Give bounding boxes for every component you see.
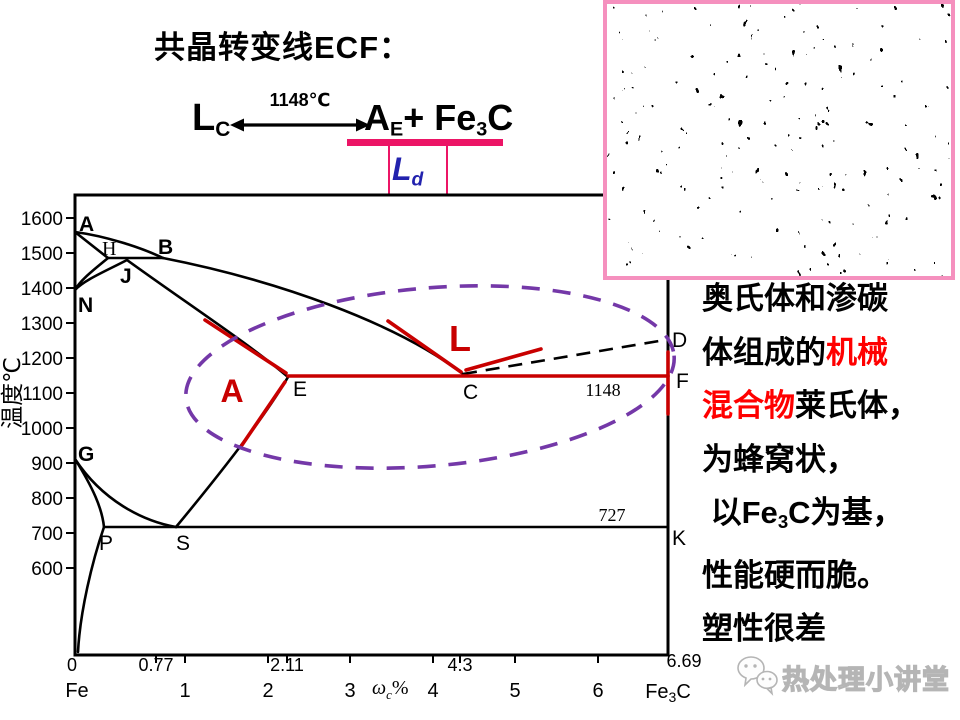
svg-text:Fe: Fe xyxy=(65,680,88,702)
svg-text:1600: 1600 xyxy=(21,209,63,230)
svg-text:4.3: 4.3 xyxy=(447,655,472,675)
point-label-E: E xyxy=(293,378,307,401)
point-label-H: H xyxy=(102,238,116,260)
explanation-line-7: 塑性很差 xyxy=(702,611,826,647)
y-axis-tick-labels: 1600 1500 1400 1300 1200 1100 1000 900 8… xyxy=(21,209,63,580)
svg-text:5: 5 xyxy=(509,680,520,702)
ld-bracket-left xyxy=(388,146,390,196)
svg-text:1200: 1200 xyxy=(21,349,63,370)
explanation-line-4: 为蜂窝状， xyxy=(702,441,857,477)
cd-dashed-line xyxy=(462,338,666,376)
point-label-G: G xyxy=(78,443,94,466)
ld-bracket-right xyxy=(446,146,448,196)
explanation-line-3: 混合物莱氏体， xyxy=(702,388,919,423)
svg-text:0.77: 0.77 xyxy=(138,655,173,675)
explanation-text: 奥氏体和渗碳 体组成的机械 混合物莱氏体， 为蜂窝状， 以Fe3C为基， 性能硬… xyxy=(702,272,958,656)
x-axis-title: ωc% xyxy=(372,677,409,702)
svg-text:0: 0 xyxy=(67,655,77,675)
y-axis-title: 温度℃ xyxy=(0,357,25,429)
explanation-line-1: 奥氏体和渗碳 xyxy=(702,281,888,316)
svg-text:2.11: 2.11 xyxy=(270,655,304,675)
point-label-P: P xyxy=(99,532,113,555)
x-axis-integer-labels: Fe 1 2 3 4 5 6 Fe3C xyxy=(65,680,690,705)
point-labels: A H B J N G P S E C D F K xyxy=(78,213,689,555)
eutectoid-temp-label: 727 xyxy=(599,505,626,525)
wechat-icon xyxy=(737,656,778,696)
austenite-subscript: E xyxy=(390,118,404,141)
products-underline-bar xyxy=(347,139,503,146)
liquid-region-label: L xyxy=(449,318,471,359)
explanation-line-2: 体组成的机械 xyxy=(702,334,888,370)
austenite-region-label: A xyxy=(220,373,243,409)
svg-text:900: 900 xyxy=(31,454,63,475)
cementite-3: 3 xyxy=(476,118,488,141)
svg-text:1300: 1300 xyxy=(21,314,63,335)
ecf-highlight-lines xyxy=(203,318,670,447)
ledeburite-symbol: L xyxy=(392,151,412,187)
explanation-line-6: 性能硬而脆。 xyxy=(702,557,888,593)
plus-sign: + xyxy=(403,97,425,138)
ledeburite-label: Ld xyxy=(392,151,423,191)
point-label-K: K xyxy=(672,527,686,550)
y-axis-ticks xyxy=(66,217,74,569)
phase-boundary-lines xyxy=(73,230,670,654)
austenite-symbol: A xyxy=(364,97,390,138)
x-axis-ticks xyxy=(155,655,599,663)
cementite-fe: Fe xyxy=(434,97,477,138)
point-label-A: A xyxy=(79,213,94,236)
point-label-N: N xyxy=(78,294,93,317)
explanation-line-5: 以Fe3C为基， xyxy=(710,495,904,533)
equation-products-term: AE+ Fe3C xyxy=(364,97,513,142)
svg-text:6.69: 6.69 xyxy=(666,651,701,671)
plot-border xyxy=(73,193,670,657)
svg-text:1000: 1000 xyxy=(21,419,63,440)
svg-text:600: 600 xyxy=(31,559,63,580)
point-label-C: C xyxy=(463,381,478,404)
fe3c-axis-label: Fe3C xyxy=(645,681,691,705)
svg-text:3: 3 xyxy=(344,680,355,702)
equation-temperature-label: 1148℃ xyxy=(269,90,331,110)
x-axis-special-labels: 0 0.77 2.11 4.3 6.69 xyxy=(67,651,702,675)
ledeburite-subscript: d xyxy=(411,169,424,191)
eutectic-temp-label: 1148 xyxy=(585,380,620,400)
svg-text:1400: 1400 xyxy=(21,279,63,300)
equilibrium-arrow-icon xyxy=(230,118,370,132)
svg-text:800: 800 xyxy=(31,489,63,510)
svg-text:1: 1 xyxy=(179,680,190,702)
watermark-text: 热处理小讲堂 xyxy=(781,664,950,695)
ledeburite-micrograph xyxy=(603,0,955,280)
point-label-J: J xyxy=(120,265,132,288)
point-label-D: D xyxy=(672,329,687,352)
svg-text:4: 4 xyxy=(427,680,438,702)
page-title: 共晶转变线ECF： xyxy=(154,30,411,65)
point-label-F: F xyxy=(676,370,689,393)
svg-text:2: 2 xyxy=(262,680,273,702)
point-label-B: B xyxy=(158,236,173,259)
liquid-subscript: C xyxy=(215,117,231,141)
svg-text:1500: 1500 xyxy=(21,244,63,265)
point-label-S: S xyxy=(176,532,190,555)
micrograph-texture xyxy=(607,4,951,276)
eutectic-region-ellipse xyxy=(184,284,676,470)
equation-liquid-term: LC xyxy=(192,97,230,142)
svg-text:700: 700 xyxy=(31,524,63,545)
svg-text:1100: 1100 xyxy=(22,384,63,405)
svg-text:6: 6 xyxy=(592,680,603,702)
liquid-symbol: L xyxy=(192,97,216,139)
cementite-c: C xyxy=(487,97,514,138)
